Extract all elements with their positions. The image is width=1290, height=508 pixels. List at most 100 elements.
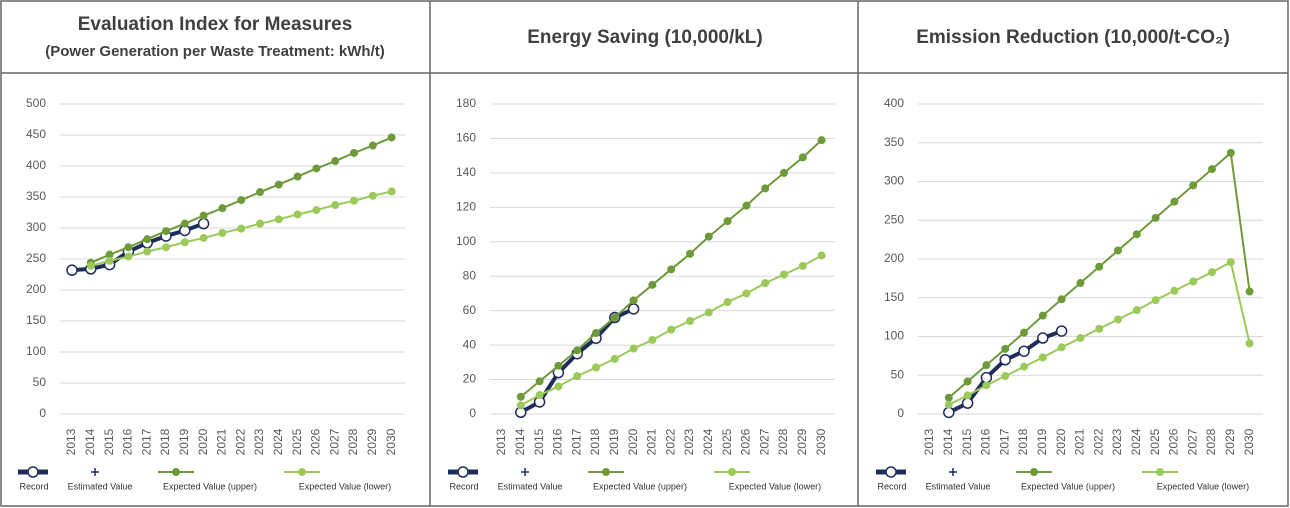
legend-label: Estimated Value	[498, 481, 563, 491]
y-tick-label: 40	[463, 337, 477, 351]
chart-title: Energy Saving (10,000/kL)	[527, 27, 763, 48]
expected-point	[387, 133, 396, 142]
record-point	[980, 371, 993, 384]
legend-marker	[457, 466, 469, 478]
expected-point	[162, 227, 170, 236]
x-tick-label: 2027	[327, 428, 341, 455]
expected-point	[218, 204, 227, 213]
expected-point	[256, 188, 264, 197]
expected-point	[704, 308, 713, 317]
expected-point	[817, 251, 826, 260]
expected-point	[331, 157, 340, 166]
expected-point	[1020, 362, 1028, 371]
expected-point	[554, 382, 563, 391]
chart-title: Emission Reduction (10,000/t-CO₂)	[916, 27, 1230, 48]
expected-point	[963, 377, 972, 386]
expected-point	[1170, 286, 1179, 295]
x-tick-label: 2029	[1223, 428, 1237, 455]
expected-point	[1132, 230, 1141, 239]
x-tick-label: 2022	[233, 428, 247, 455]
y-tick-label: 180	[456, 96, 476, 110]
expected-point	[944, 393, 953, 402]
x-tick-label: 2014	[513, 428, 527, 455]
x-tick-label: 2027	[757, 428, 771, 455]
expected-point	[516, 401, 525, 410]
x-tick-label: 2024	[271, 428, 285, 455]
expected-point	[667, 265, 676, 274]
expected-point	[1245, 287, 1254, 296]
x-tick-label: 2021	[645, 428, 659, 455]
expected-point	[1226, 258, 1235, 267]
expected-point	[293, 210, 302, 219]
x-tick-label: 2019	[1035, 428, 1049, 455]
expected-point	[573, 346, 582, 355]
x-tick-label: 2030	[1242, 428, 1256, 455]
expected-point	[648, 280, 657, 289]
x-tick-label: 2028	[1204, 428, 1218, 455]
expected-point	[798, 153, 807, 162]
x-tick-label: 2018	[588, 428, 602, 455]
x-tick-label: 2016	[551, 428, 565, 455]
x-tick-label: 2022	[663, 428, 677, 455]
expected-point	[105, 256, 114, 265]
y-tick-label: 200	[884, 251, 904, 265]
y-tick-label: 500	[26, 96, 46, 110]
expected-point	[535, 377, 544, 386]
expected-point	[1226, 148, 1235, 157]
expected-point	[742, 289, 751, 298]
expected-point	[368, 141, 377, 150]
record-point	[66, 264, 78, 276]
x-tick-label: 2020	[1054, 428, 1068, 455]
expected-point	[105, 250, 114, 259]
expected-point	[1001, 372, 1010, 381]
x-tick-label: 2016	[979, 428, 993, 455]
y-tick-label: 150	[884, 290, 904, 304]
legend-label: Record	[19, 481, 48, 491]
record-point	[1055, 325, 1068, 337]
x-tick-label: 2021	[1073, 428, 1087, 455]
expected-point	[686, 317, 694, 325]
expected-point	[86, 261, 95, 270]
y-tick-label: 0	[39, 406, 46, 420]
expected-point	[1170, 197, 1179, 206]
y-tick-label: 60	[463, 303, 477, 317]
x-tick-label: 2020	[626, 428, 640, 455]
expected-point	[124, 252, 133, 261]
expected-point	[516, 392, 525, 401]
x-tick-label: 2022	[1091, 428, 1105, 455]
expected-point	[761, 279, 770, 288]
legend-marker	[602, 468, 610, 476]
expected-point	[742, 201, 751, 210]
y-tick-label: 350	[26, 189, 46, 203]
expected-point	[667, 325, 676, 334]
x-tick-label: 2017	[139, 428, 153, 455]
x-tick-label: 2030	[814, 428, 828, 455]
y-tick-label: 300	[26, 220, 46, 234]
y-tick-label: 300	[884, 174, 904, 188]
record-point	[943, 406, 955, 419]
expected-point	[162, 243, 170, 252]
expected-point	[1057, 295, 1066, 304]
x-tick-label: 2024	[701, 428, 715, 455]
y-tick-label: 150	[26, 313, 46, 327]
expected-point	[1038, 311, 1047, 320]
legend-label: Estimated Value	[68, 481, 133, 491]
expected-point	[982, 381, 991, 390]
legend-marker	[172, 468, 180, 476]
expected-point	[143, 247, 152, 256]
x-tick-label: 2016	[121, 428, 135, 455]
x-tick-label: 2023	[1110, 428, 1124, 455]
legend-marker	[885, 466, 897, 478]
expected-point	[274, 215, 283, 224]
chart-title: Evaluation Index for Measures	[78, 14, 353, 35]
expected-point	[237, 196, 246, 205]
x-tick-label: 2015	[102, 428, 116, 455]
y-tick-label: 50	[33, 375, 47, 389]
expected-point	[780, 168, 788, 177]
expected-point	[350, 148, 358, 157]
expected-point	[293, 172, 302, 181]
y-tick-label: 200	[26, 282, 46, 296]
x-tick-label: 2020	[196, 428, 210, 455]
y-tick-label: 50	[891, 367, 905, 381]
